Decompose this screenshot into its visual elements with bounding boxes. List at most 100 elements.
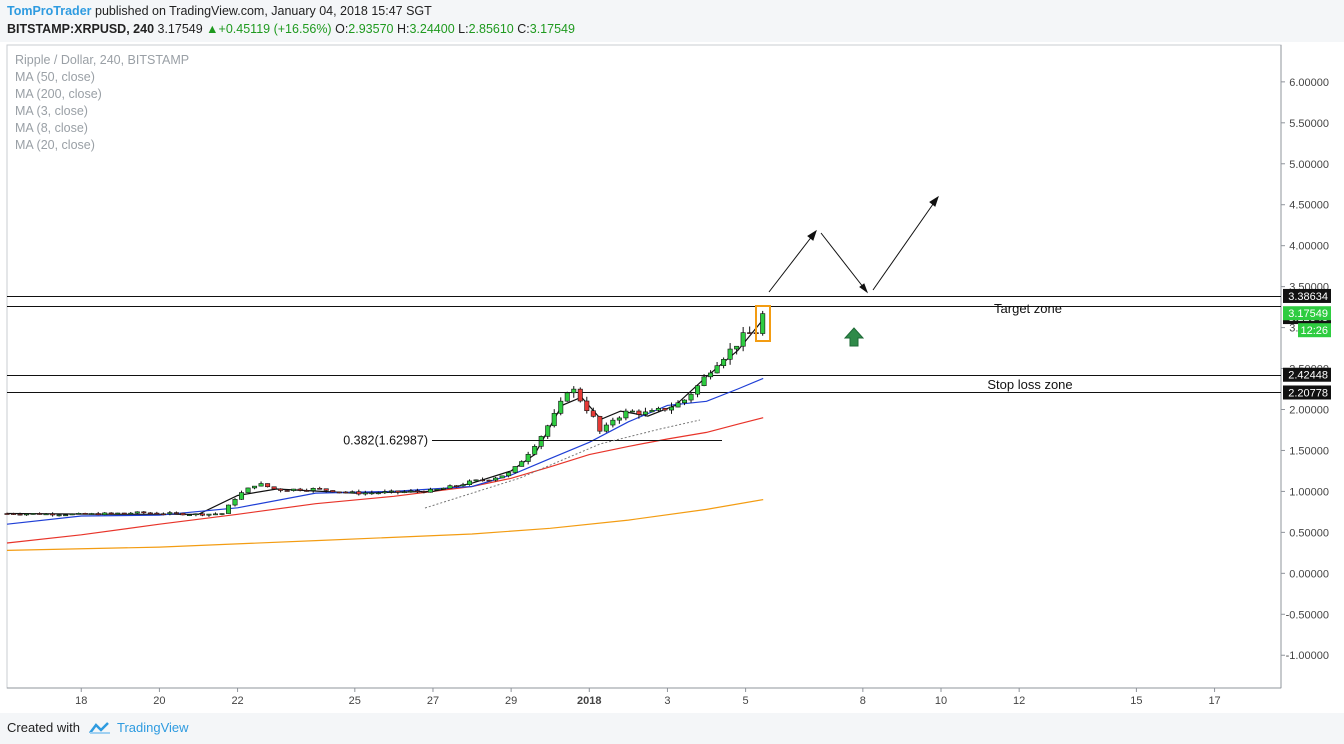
target-zone-label: Target zone — [994, 301, 1062, 316]
x-tick-label: 29 — [505, 695, 517, 707]
legend-ma200[interactable]: MA (200, close) — [15, 87, 102, 101]
candle-body — [740, 332, 746, 347]
candle-body — [499, 475, 505, 479]
candle-body — [173, 512, 179, 514]
arrowhead-icon — [807, 229, 817, 241]
candle-body — [708, 372, 714, 378]
x-tick-label: 18 — [75, 695, 87, 707]
candle-body — [584, 400, 590, 412]
x-tick-label: 8 — [860, 695, 866, 707]
x-tick-label: 20 — [153, 695, 165, 707]
candle-body — [610, 419, 616, 426]
candle-body — [30, 513, 36, 515]
x-tick-label: 17 — [1208, 695, 1220, 707]
y-tick-label: -0.50000 — [1286, 609, 1329, 621]
candle-body — [375, 492, 381, 495]
candle-body — [512, 466, 518, 473]
candle-body — [688, 393, 694, 401]
candle-body — [330, 490, 336, 493]
last-price: 3.17549 — [157, 22, 203, 36]
candle-body — [408, 490, 414, 493]
candle-body — [532, 446, 538, 455]
candle-body — [434, 488, 440, 491]
candle-body — [43, 513, 49, 516]
candle-body — [265, 483, 271, 488]
candle-body — [134, 511, 140, 514]
y-tick-label: 5.50000 — [1289, 118, 1329, 130]
y-tick-label: 6.00000 — [1289, 77, 1329, 89]
candle-body — [590, 410, 596, 417]
legend-ma20[interactable]: MA (20, close) — [15, 138, 95, 152]
candle-body — [747, 332, 753, 334]
projection-arrow-1 — [768, 230, 817, 293]
publish-info: TomProTrader published on TradingView.co… — [7, 4, 432, 18]
open-value: 2.93570 — [348, 22, 394, 36]
candle-body — [421, 491, 427, 493]
candle-body — [154, 512, 160, 515]
projection-arrow-2 — [820, 232, 868, 293]
projection-arrows — [768, 195, 939, 294]
candle-body — [232, 499, 238, 506]
candle-body — [597, 416, 603, 432]
y-tick-label: 2.00000 — [1289, 405, 1329, 417]
highlight-box — [755, 305, 771, 342]
x-tick-label: 5 — [743, 695, 749, 707]
candle-body — [11, 513, 17, 515]
x-tick-label: 10 — [935, 695, 947, 707]
projection-arrow-3 — [872, 196, 939, 291]
low-label: L: — [458, 22, 469, 36]
change-value: +0.45119 (+16.56%) — [218, 22, 332, 36]
price-chart[interactable]: 6.000005.500005.000004.500004.000003.500… — [0, 42, 1344, 713]
candle-body — [551, 413, 557, 427]
candle-body — [734, 345, 740, 350]
legend-title: Ripple / Dollar, 240, BITSTAMP — [15, 53, 190, 67]
candle-body — [636, 410, 642, 415]
candle-body — [558, 400, 564, 414]
candle-body — [362, 492, 368, 495]
candle-body — [245, 487, 251, 493]
ohlc-bar: BITSTAMP:XRPUSD, 240 3.17549 ▲+0.45119 (… — [7, 22, 575, 36]
tradingview-brand-link[interactable]: TradingView — [117, 720, 189, 735]
candle-body — [147, 512, 153, 515]
level-price-tag-bg — [1283, 367, 1331, 382]
candle-body — [336, 491, 342, 494]
candle-body — [577, 388, 583, 402]
arrowhead-icon — [929, 195, 939, 207]
countdown-tag: 12:26 — [1300, 325, 1328, 337]
footer: Created with TradingView — [0, 713, 1344, 744]
x-tick-label: 2018 — [577, 695, 601, 707]
legend-ma8[interactable]: MA (8, close) — [15, 121, 88, 135]
candle-body — [95, 513, 101, 516]
candle-body — [317, 488, 323, 490]
candle-body — [701, 376, 707, 386]
candle-body — [414, 490, 420, 493]
candle-body — [69, 513, 75, 516]
legend-ma3[interactable]: MA (3, close) — [15, 104, 88, 118]
x-tick-label: 3 — [664, 695, 670, 707]
y-tick-label: 1.50000 — [1289, 445, 1329, 457]
candle-body — [427, 488, 433, 493]
candle-body — [323, 488, 329, 491]
candle-body — [63, 514, 69, 517]
candle-body — [349, 491, 355, 493]
author-link[interactable]: TomProTrader — [7, 4, 92, 18]
tradingview-logo-icon — [89, 722, 110, 734]
candle-body — [206, 513, 212, 516]
y-tick-label: -1.00000 — [1286, 650, 1329, 662]
candle-body — [714, 365, 720, 374]
candle-body — [395, 490, 401, 493]
candle-body — [629, 410, 635, 413]
candle-body — [460, 484, 466, 487]
candle-body — [24, 513, 30, 516]
horizontal-levels — [7, 296, 1281, 393]
candle-body — [356, 491, 362, 495]
high-label: H: — [396, 22, 410, 36]
x-tick-label: 22 — [231, 695, 243, 707]
candle-body — [193, 513, 199, 516]
candle-body — [297, 488, 303, 491]
legend-ma50[interactable]: MA (50, close) — [15, 70, 95, 84]
candle-body — [278, 488, 284, 491]
candle-body — [89, 513, 95, 515]
candle-body — [388, 490, 394, 493]
y-tick-label: 4.50000 — [1289, 200, 1329, 212]
